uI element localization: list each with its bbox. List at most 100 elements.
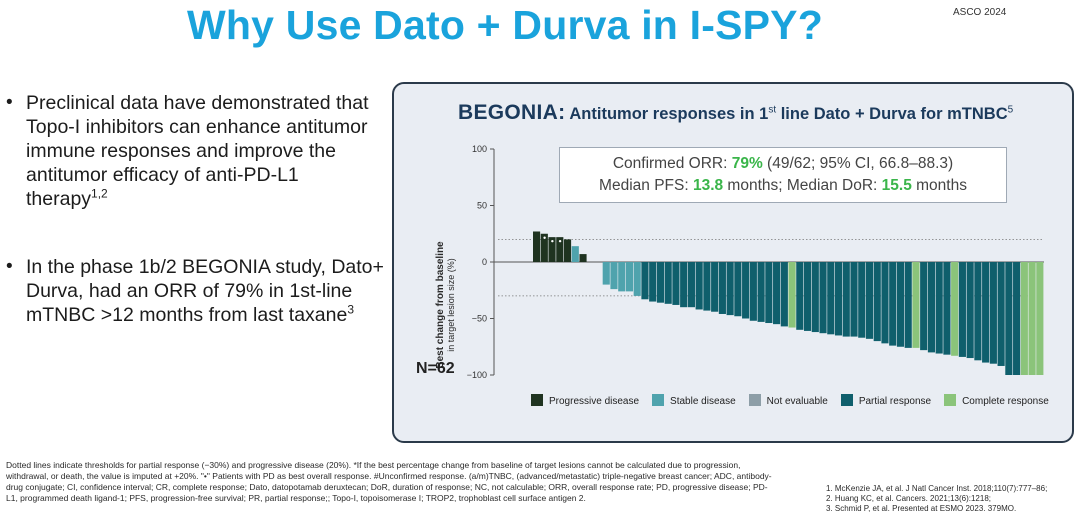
pfs-label: Median PFS: bbox=[599, 177, 693, 194]
waterfall-bar bbox=[734, 262, 742, 317]
waterfall-bar bbox=[773, 262, 781, 325]
waterfall-bar bbox=[889, 262, 897, 346]
y-tick-label: −50 bbox=[472, 314, 487, 324]
legend-swatch bbox=[944, 394, 957, 406]
y-tick-label: 50 bbox=[477, 201, 487, 211]
y-axis-label: Best change from baseline bbox=[435, 241, 446, 369]
pd-marker bbox=[551, 239, 554, 243]
waterfall-bar bbox=[765, 262, 773, 324]
waterfall-bar bbox=[858, 262, 866, 338]
footnote: Dotted lines indicate thresholds for par… bbox=[6, 460, 772, 503]
legend-swatch bbox=[840, 394, 853, 406]
chart-panel: BEGONIA: Antitumor responses in 1st line… bbox=[392, 82, 1074, 443]
dor-label: Median DoR: bbox=[786, 177, 882, 194]
waterfall-bar bbox=[850, 262, 858, 337]
waterfall-bar bbox=[695, 262, 703, 310]
waterfall-bar bbox=[548, 237, 556, 262]
chart-title-text-end: line Dato + Durva for mTNBC bbox=[776, 105, 1008, 123]
waterfall-bar bbox=[571, 246, 579, 262]
legend-swatch bbox=[531, 394, 543, 406]
orr-detail: (49/62; 95% CI, 66.8–88.3) bbox=[762, 155, 954, 172]
waterfall-bar bbox=[618, 262, 626, 292]
conference-label: ASCO 2024 bbox=[953, 7, 1007, 18]
orr-label: Confirmed ORR: bbox=[612, 155, 732, 172]
waterfall-bar bbox=[664, 262, 672, 304]
waterfall-bar bbox=[1020, 262, 1028, 375]
waterfall-bar bbox=[1005, 262, 1013, 375]
waterfall-bar bbox=[982, 262, 990, 363]
waterfall-bar bbox=[1028, 262, 1036, 375]
waterfall-bar bbox=[633, 262, 641, 296]
legend-item: Partial response bbox=[840, 394, 932, 407]
waterfall-bar bbox=[997, 262, 1005, 366]
sample-size: N=62 bbox=[416, 360, 455, 377]
waterfall-bar bbox=[656, 262, 665, 303]
legend-item: Complete response bbox=[944, 394, 1049, 407]
bullet-text: Preclinical data have demonstrated that … bbox=[26, 92, 369, 210]
reference-item: 3. Schmid P, et al. Presented at ESMO 20… bbox=[826, 504, 1017, 513]
legend-label: Complete response bbox=[962, 396, 1049, 407]
chart-title-text: Antitumor responses in 1 bbox=[565, 105, 769, 123]
waterfall-bar bbox=[827, 262, 835, 335]
waterfall-bar bbox=[920, 262, 928, 351]
waterfall-bar bbox=[796, 262, 804, 330]
dor-unit: months bbox=[911, 177, 967, 194]
chart-legend: Progressive disease Stable disease Not eva… bbox=[531, 394, 1062, 407]
chart-title-ordinal: st bbox=[768, 104, 777, 116]
slide-title: Why Use Dato + Durva in I-SPY? bbox=[187, 2, 823, 48]
waterfall-bar bbox=[1036, 262, 1044, 375]
legend-label: Stable disease bbox=[670, 396, 736, 407]
reference-item: 2. Huang KC, et al. Cancers. 2021;13(6):… bbox=[826, 494, 991, 503]
waterfall-bar bbox=[803, 262, 812, 331]
waterfall-bar bbox=[556, 237, 564, 262]
waterfall-bar bbox=[649, 262, 657, 302]
bullet-text: In the phase 1b/2 BEGONIA study, Dato+ D… bbox=[26, 256, 384, 326]
waterfall-bar bbox=[974, 262, 982, 361]
waterfall-bar bbox=[904, 262, 912, 348]
legend-swatch bbox=[652, 394, 665, 406]
waterfall-bar bbox=[865, 262, 874, 339]
waterfall-bar bbox=[811, 262, 819, 333]
waterfall-bar bbox=[819, 262, 827, 334]
pd-marker bbox=[543, 236, 546, 239]
waterfall-bar bbox=[703, 262, 711, 311]
pfs-value: 13.8 bbox=[692, 177, 724, 194]
pfs-dor-line: Median PFS: 13.8 months; Median DoR: 15.… bbox=[560, 175, 1006, 197]
bullet-ref: 3 bbox=[347, 302, 355, 317]
waterfall-bar bbox=[602, 262, 610, 285]
bullet-item: Preclinical data have demonstrated that … bbox=[6, 91, 384, 211]
waterfall-bar bbox=[563, 239, 572, 262]
legend-label: Not evaluable bbox=[766, 396, 828, 407]
chart-title: BEGONIA: Antitumor responses in 1st line… bbox=[458, 101, 1013, 125]
waterfall-bar bbox=[873, 262, 881, 342]
waterfall-bar bbox=[711, 262, 719, 312]
legend-swatch bbox=[748, 394, 761, 406]
chart-title-brand: BEGONIA: bbox=[458, 101, 566, 124]
waterfall-bar bbox=[780, 262, 788, 327]
waterfall-bar bbox=[958, 262, 966, 357]
legend-item: Progressive disease bbox=[531, 394, 639, 407]
legend-item: Stable disease bbox=[652, 394, 736, 407]
legend-item: Not evaluable bbox=[748, 394, 828, 407]
bullet-list: Preclinical data have demonstrated that … bbox=[6, 91, 384, 327]
waterfall-bar bbox=[757, 262, 765, 322]
waterfall-bar bbox=[742, 262, 750, 319]
dor-value: 15.5 bbox=[881, 177, 912, 194]
waterfall-bar bbox=[943, 262, 951, 355]
waterfall-bar bbox=[951, 262, 959, 356]
legend-label: Partial response bbox=[858, 396, 932, 407]
waterfall-bar bbox=[989, 262, 997, 364]
references: 1. McKenzie JA, et al. J Natl Cancer Ins… bbox=[826, 484, 1076, 514]
waterfall-bar bbox=[842, 262, 850, 337]
waterfall-bar bbox=[726, 262, 734, 316]
waterfall-bar bbox=[641, 262, 649, 300]
waterfall-bar bbox=[881, 262, 889, 344]
bullet-ref: 1,2 bbox=[91, 186, 108, 201]
waterfall-bar bbox=[896, 262, 905, 347]
reference-item: 1. McKenzie JA, et al. J Natl Cancer Ins… bbox=[826, 484, 1048, 493]
waterfall-bar bbox=[625, 262, 634, 292]
y-tick-label: −100 bbox=[467, 370, 487, 380]
waterfall-bar bbox=[680, 262, 688, 308]
waterfall-bar bbox=[1013, 262, 1021, 375]
waterfall-bar bbox=[533, 231, 541, 262]
